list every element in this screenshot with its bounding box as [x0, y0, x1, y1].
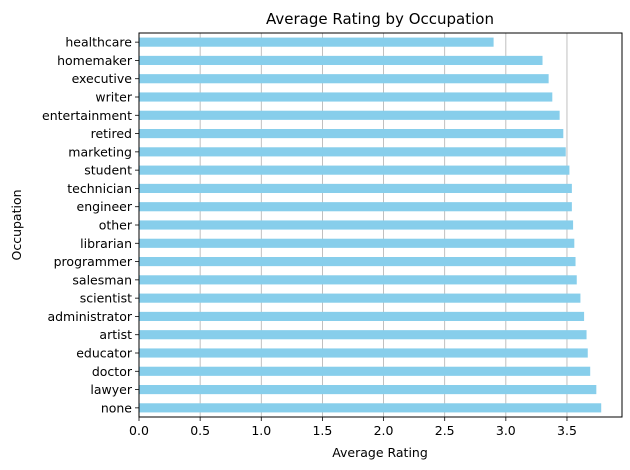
bar-technician [139, 183, 572, 193]
bar-other [139, 220, 574, 230]
plot-frame [138, 32, 623, 418]
bar-artist [139, 330, 587, 340]
bar-engineer [139, 202, 572, 212]
y-tick-label: student [84, 163, 132, 178]
y-tick-label: librarian [80, 236, 132, 251]
bar-student [139, 165, 570, 175]
y-tick-label: other [99, 218, 133, 233]
bar-educator [139, 348, 588, 358]
x-tick-label: 2.5 [435, 423, 455, 438]
y-tick-label: programmer [54, 254, 133, 269]
y-axis-label: Occupation [9, 189, 24, 260]
bar-healthcare [139, 37, 494, 47]
x-axis-label: Average Rating [332, 445, 428, 460]
bar-none [139, 403, 602, 413]
bar-administrator [139, 311, 585, 321]
y-tick-label: doctor [92, 364, 133, 379]
y-tick-label: scientist [80, 291, 132, 306]
x-tick-label: 1.0 [251, 423, 271, 438]
bar-librarian [139, 238, 575, 248]
x-tick-label: 1.5 [312, 423, 332, 438]
x-tick-label: 3.5 [557, 423, 577, 438]
bar-programmer [139, 257, 576, 267]
y-tick-label: administrator [47, 309, 132, 324]
bar-executive [139, 74, 549, 84]
x-axis-ticks: 0.0 0.5 1.0 1.5 2.0 2.5 3.0 3.5 [129, 417, 577, 438]
bar-homemaker [139, 55, 543, 65]
y-tick-label: educator [76, 346, 133, 361]
y-tick-label: marketing [68, 144, 132, 159]
y-tick-label: healthcare [65, 35, 132, 50]
y-tick-label: entertainment [42, 108, 132, 123]
y-tick-label: executive [72, 71, 133, 86]
y-tick-label: artist [99, 327, 132, 342]
y-tick-label: engineer [77, 199, 133, 214]
bar-scientist [139, 293, 581, 303]
bar-salesman [139, 275, 577, 285]
y-tick-label: writer [95, 90, 132, 105]
bar-entertainment [139, 110, 560, 120]
y-tick-label: retired [91, 126, 132, 141]
y-tick-label: lawyer [90, 382, 132, 397]
y-axis-ticks: healthcare homemaker executive writer entert… [42, 35, 139, 415]
bar-marketing [139, 147, 566, 157]
y-tick-label: salesman [72, 272, 132, 287]
bar-writer [139, 92, 553, 102]
chart-title: Average Rating by Occupation [266, 10, 494, 28]
y-tick-label: none [101, 400, 132, 415]
x-tick-label: 3.0 [496, 423, 516, 438]
bar-retired [139, 129, 564, 139]
bars [139, 37, 602, 413]
x-tick-label: 0.5 [190, 423, 210, 438]
y-tick-label: homemaker [57, 53, 133, 68]
x-tick-label: 0.0 [129, 423, 149, 438]
bar-doctor [139, 366, 591, 376]
y-tick-label: technician [67, 181, 132, 196]
x-tick-label: 2.0 [374, 423, 394, 438]
bar-lawyer [139, 385, 597, 395]
